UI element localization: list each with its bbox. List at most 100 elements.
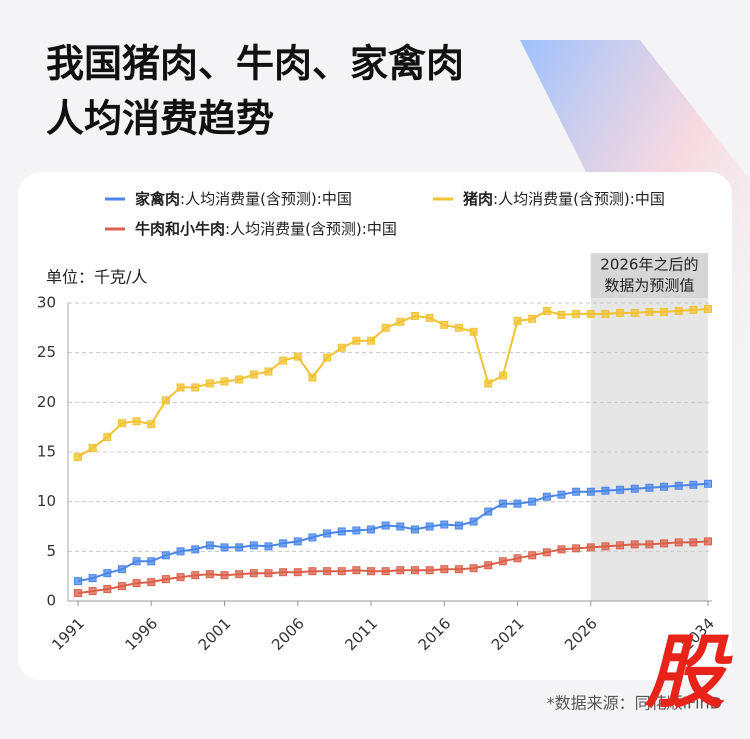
point-marker: [542, 306, 551, 315]
point-marker: [454, 323, 463, 332]
point-marker: [704, 537, 712, 546]
point-marker: [454, 521, 463, 530]
point-marker: [117, 419, 126, 428]
point-marker: [235, 375, 244, 384]
point-marker: [132, 579, 141, 588]
point-marker: [103, 433, 112, 442]
point-marker: [176, 383, 185, 392]
point-marker: [308, 567, 317, 576]
point-marker: [528, 497, 537, 506]
point-marker: [132, 557, 141, 566]
point-marker: [528, 314, 537, 323]
point-marker: [88, 587, 97, 596]
point-marker: [293, 537, 302, 546]
point-marker: [674, 306, 683, 315]
point-marker: [308, 533, 317, 542]
point-marker: [645, 483, 654, 492]
point-marker: [660, 482, 669, 491]
point-marker: [484, 561, 493, 570]
point-marker: [513, 554, 522, 563]
point-marker: [323, 567, 332, 576]
point-marker: [352, 526, 361, 535]
point-marker: [147, 578, 156, 587]
point-marker: [425, 313, 434, 322]
point-marker: [264, 542, 273, 551]
point-marker: [74, 452, 82, 461]
point-marker: [147, 420, 156, 429]
point-marker: [410, 525, 419, 534]
point-marker: [308, 373, 317, 382]
point-marker: [586, 543, 595, 552]
point-marker: [660, 539, 669, 548]
point-marker: [440, 520, 449, 529]
point-marker: [205, 570, 214, 579]
point-marker: [440, 320, 449, 329]
point-marker: [293, 352, 302, 361]
point-marker: [660, 307, 669, 316]
point-marker: [279, 356, 288, 365]
legend-label: 牛肉和小牛肉:人均消费量(含预测):中国: [135, 220, 397, 238]
point-marker: [117, 565, 126, 574]
point-marker: [513, 316, 522, 325]
point-marker: [630, 540, 639, 549]
point-marker: [176, 573, 185, 582]
point-marker: [249, 569, 258, 578]
point-marker: [205, 541, 214, 550]
point-marker: [161, 396, 170, 405]
point-marker: [381, 323, 390, 332]
point-marker: [220, 571, 229, 580]
point-marker: [293, 568, 302, 577]
point-marker: [367, 525, 376, 534]
point-marker: [88, 574, 97, 583]
point-marker: [161, 575, 170, 584]
point-marker: [616, 485, 625, 494]
point-marker: [674, 481, 683, 490]
point-marker: [337, 567, 346, 576]
point-marker: [249, 541, 258, 550]
point-marker: [572, 487, 581, 496]
point-marker: [630, 484, 639, 493]
point-marker: [425, 522, 434, 531]
point-marker: [689, 538, 698, 547]
point-marker: [249, 370, 258, 379]
point-marker: [557, 490, 566, 499]
point-marker: [191, 383, 200, 392]
point-marker: [88, 444, 97, 453]
point-marker: [454, 565, 463, 574]
point-marker: [147, 557, 156, 566]
point-marker: [205, 379, 214, 388]
point-marker: [498, 371, 507, 380]
point-marker: [601, 486, 610, 495]
point-marker: [469, 327, 478, 336]
point-marker: [425, 566, 434, 575]
point-marker: [513, 499, 522, 508]
point-marker: [572, 544, 581, 553]
point-marker: [484, 507, 493, 516]
point-marker: [542, 492, 551, 501]
point-marker: [572, 309, 581, 318]
point-marker: [674, 538, 683, 547]
point-marker: [689, 305, 698, 314]
point-marker: [132, 417, 141, 426]
point-marker: [645, 307, 654, 316]
point-marker: [191, 571, 200, 580]
point-marker: [410, 311, 419, 320]
y-tick-label: 5: [46, 542, 56, 560]
point-marker: [264, 367, 273, 376]
point-marker: [337, 343, 346, 352]
point-marker: [498, 499, 507, 508]
point-marker: [601, 309, 610, 318]
point-marker: [396, 317, 405, 326]
point-marker: [176, 547, 185, 556]
point-marker: [396, 522, 405, 531]
annotation: 2026年之后的: [600, 256, 698, 274]
point-marker: [557, 545, 566, 554]
y-tick-label: 15: [37, 443, 56, 461]
point-marker: [103, 569, 112, 578]
point-marker: [220, 543, 229, 552]
point-marker: [264, 569, 273, 578]
point-marker: [367, 567, 376, 576]
legend-label: 猪肉:人均消费量(含预测):中国: [462, 190, 665, 208]
annotation: 数据为预测值: [604, 277, 694, 295]
point-marker: [689, 480, 698, 489]
